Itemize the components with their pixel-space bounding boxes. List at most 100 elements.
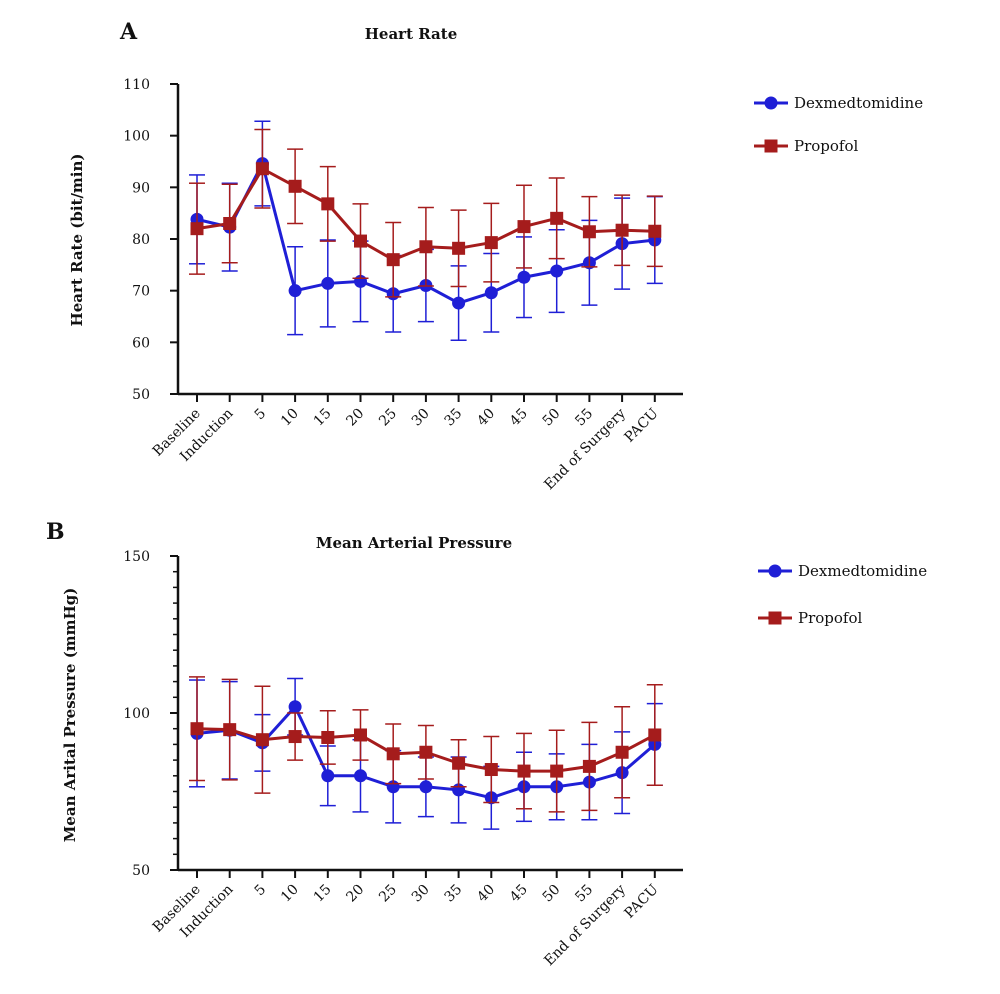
data-point	[321, 276, 335, 290]
data-point	[223, 217, 237, 230]
x-tick-label: 5	[252, 882, 270, 900]
x-tick-label: 20	[343, 882, 367, 906]
y-tick-label: 90	[132, 180, 150, 196]
data-point	[582, 759, 596, 773]
legend-item-dexmedtomidine: Dexmedtomidine	[754, 94, 923, 112]
legend-label: Propofol	[794, 137, 859, 155]
data-point	[484, 286, 498, 300]
data-point	[582, 225, 596, 239]
x-tick-label: 45	[507, 882, 531, 906]
map-title: Mean Arterial Pressure	[316, 534, 512, 552]
x-tick-label: 15	[311, 406, 335, 430]
data-point	[517, 764, 531, 778]
x-tick-label: PACU	[621, 881, 661, 921]
data-point	[190, 722, 204, 736]
panel-letter-a: A	[119, 19, 138, 45]
y-tick-label: 100	[123, 129, 150, 145]
data-point	[648, 728, 662, 742]
series-propofol	[189, 676, 663, 813]
y-tick-label: 110	[123, 77, 150, 93]
map-y-axis-label: Mean Arital Pressure (mmHg)	[61, 588, 79, 843]
x-tick-label: PACU	[621, 405, 661, 445]
data-point	[190, 222, 204, 236]
y-tick-label: 80	[132, 232, 150, 248]
data-point	[452, 241, 466, 255]
data-point	[648, 224, 662, 238]
data-point	[484, 236, 498, 250]
x-tick-label: 40	[474, 406, 498, 430]
data-point	[452, 296, 466, 310]
heart-rate-title: Heart Rate	[365, 25, 458, 43]
data-point	[255, 733, 269, 747]
y-tick-label: 150	[123, 549, 150, 565]
y-tick-label: 60	[132, 335, 150, 351]
data-point	[550, 211, 564, 225]
x-tick-label: 55	[572, 882, 596, 906]
heart-rate-y-axis-label: Heart Rate (bit/min)	[68, 154, 86, 327]
legend-item-propofol: Propofol	[758, 609, 863, 627]
x-tick-label: 35	[442, 406, 466, 430]
panel-letter-b: B	[46, 519, 65, 545]
x-tick-label: 10	[278, 406, 302, 430]
y-tick-label: 70	[132, 284, 150, 300]
legend-item-dexmedtomidine: Dexmedtomidine	[758, 562, 927, 580]
x-tick-label: 35	[442, 882, 466, 906]
data-point	[321, 730, 335, 744]
data-point	[484, 763, 498, 777]
legend-label: Propofol	[798, 609, 863, 627]
legend-marker	[764, 139, 778, 153]
legend-marker	[764, 96, 778, 110]
data-point	[354, 728, 367, 742]
data-point	[288, 179, 302, 193]
legend-label: Dexmedtomidine	[798, 562, 927, 580]
x-tick-label: 55	[572, 406, 596, 430]
x-tick-label: 20	[343, 406, 367, 430]
data-point	[255, 162, 269, 176]
x-tick-label: 5	[252, 406, 270, 424]
x-tick-label: 25	[376, 406, 400, 430]
data-point	[288, 284, 302, 298]
series-propofol	[189, 128, 663, 298]
mean-arterial-pressure-panel: B Mean Arterial Pressure Mean Arital Pre…	[46, 519, 927, 969]
data-point	[517, 220, 531, 234]
x-tick-label: 30	[409, 882, 433, 906]
x-tick-label: 30	[409, 406, 433, 430]
x-tick-label: 25	[376, 882, 400, 906]
x-tick-label: 10	[278, 882, 302, 906]
data-point	[321, 197, 335, 211]
data-point	[288, 730, 302, 744]
legend-item-propofol: Propofol	[754, 137, 859, 155]
data-point	[321, 769, 335, 783]
data-point	[550, 264, 564, 278]
data-point	[615, 745, 629, 759]
x-tick-label: 45	[507, 406, 531, 430]
x-tick-label: 15	[311, 882, 335, 906]
data-point	[386, 253, 400, 267]
legend-marker	[768, 564, 782, 578]
heart-rate-legend: Dexmedtomidine Propofol	[754, 94, 923, 155]
data-point	[419, 240, 433, 254]
data-point	[517, 270, 531, 284]
x-tick-label: 50	[540, 406, 564, 430]
y-tick-label: 50	[132, 387, 150, 403]
map-legend: Dexmedtomidine Propofol	[758, 562, 927, 627]
data-point	[615, 223, 629, 237]
data-point	[419, 780, 433, 794]
y-tick-label: 50	[132, 863, 150, 879]
legend-marker	[768, 611, 782, 625]
legend-label: Dexmedtomidine	[794, 94, 923, 112]
x-tick-label: 40	[474, 882, 498, 906]
x-tick-label: 50	[540, 882, 564, 906]
data-point	[550, 764, 564, 778]
data-point	[452, 756, 466, 770]
data-point	[386, 747, 400, 761]
data-point	[223, 723, 237, 737]
data-point	[288, 700, 302, 714]
y-tick-label: 100	[123, 706, 150, 722]
data-point	[354, 769, 367, 783]
heart-rate-panel: A Heart Rate Heart Rate (bit/min) 50 60 70…	[68, 19, 923, 493]
data-point	[419, 745, 433, 759]
